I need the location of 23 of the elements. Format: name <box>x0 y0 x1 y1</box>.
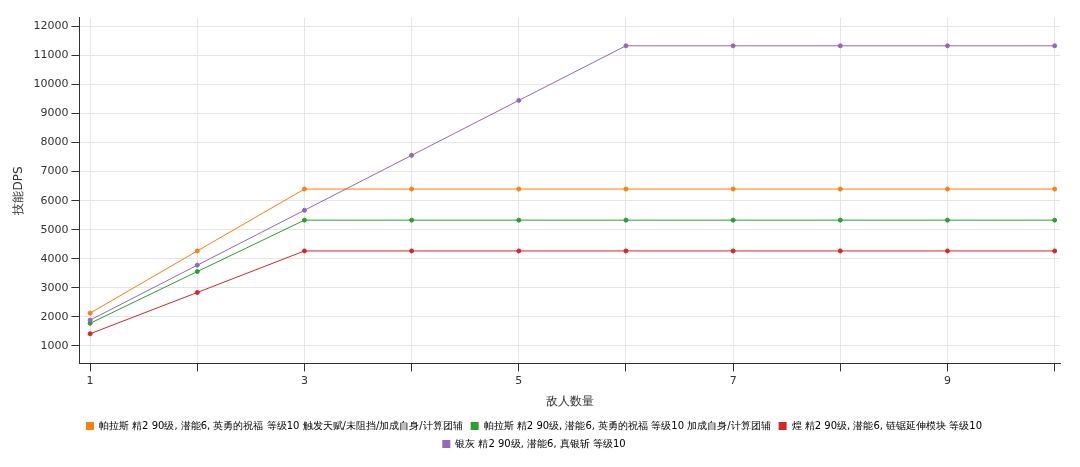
legend-label: 帕拉斯 精2 90级, 潜能6, 英勇的祝福 等级10 触发天赋/未阻挡/加成自身/计算团辅 <box>98 419 463 431</box>
y-tick-label: 11000 <box>33 48 69 62</box>
y-tick-label: 1000 <box>40 338 69 352</box>
legend-label: 帕拉斯 精2 90级, 潜能6, 英勇的祝福 等级10 加成自身/计算团辅 <box>483 419 771 431</box>
y-tick-label: 8000 <box>40 135 69 149</box>
y-axis-title: 技能DPS <box>11 166 26 216</box>
y-tick-label: 9000 <box>40 106 69 120</box>
x-axis-title: 敌人数量 <box>545 393 594 408</box>
y-tick-label: 10000 <box>33 77 69 91</box>
y-tick-label: 4000 <box>40 251 69 265</box>
x-tick-label: 3 <box>300 373 308 387</box>
y-tick-label: 6000 <box>40 193 69 207</box>
legend-label: 银灰 精2 90级, 潜能6, 真银斩 等级10 <box>454 437 626 449</box>
y-tick-label: 3000 <box>40 280 69 294</box>
y-tick-label: 5000 <box>40 222 69 236</box>
y-tick-label: 7000 <box>40 164 69 178</box>
x-tick-label: 9 <box>943 373 951 387</box>
y-tick-label: 2000 <box>40 309 69 323</box>
x-tick-label: 5 <box>515 373 523 387</box>
legend-label: 煌 精2 90级, 潜能6, 链锯延伸模块 等级10 <box>791 419 983 431</box>
y-tick-label: 12000 <box>33 19 69 33</box>
x-tick-label: 1 <box>86 373 94 387</box>
x-tick-label: 7 <box>729 373 737 387</box>
